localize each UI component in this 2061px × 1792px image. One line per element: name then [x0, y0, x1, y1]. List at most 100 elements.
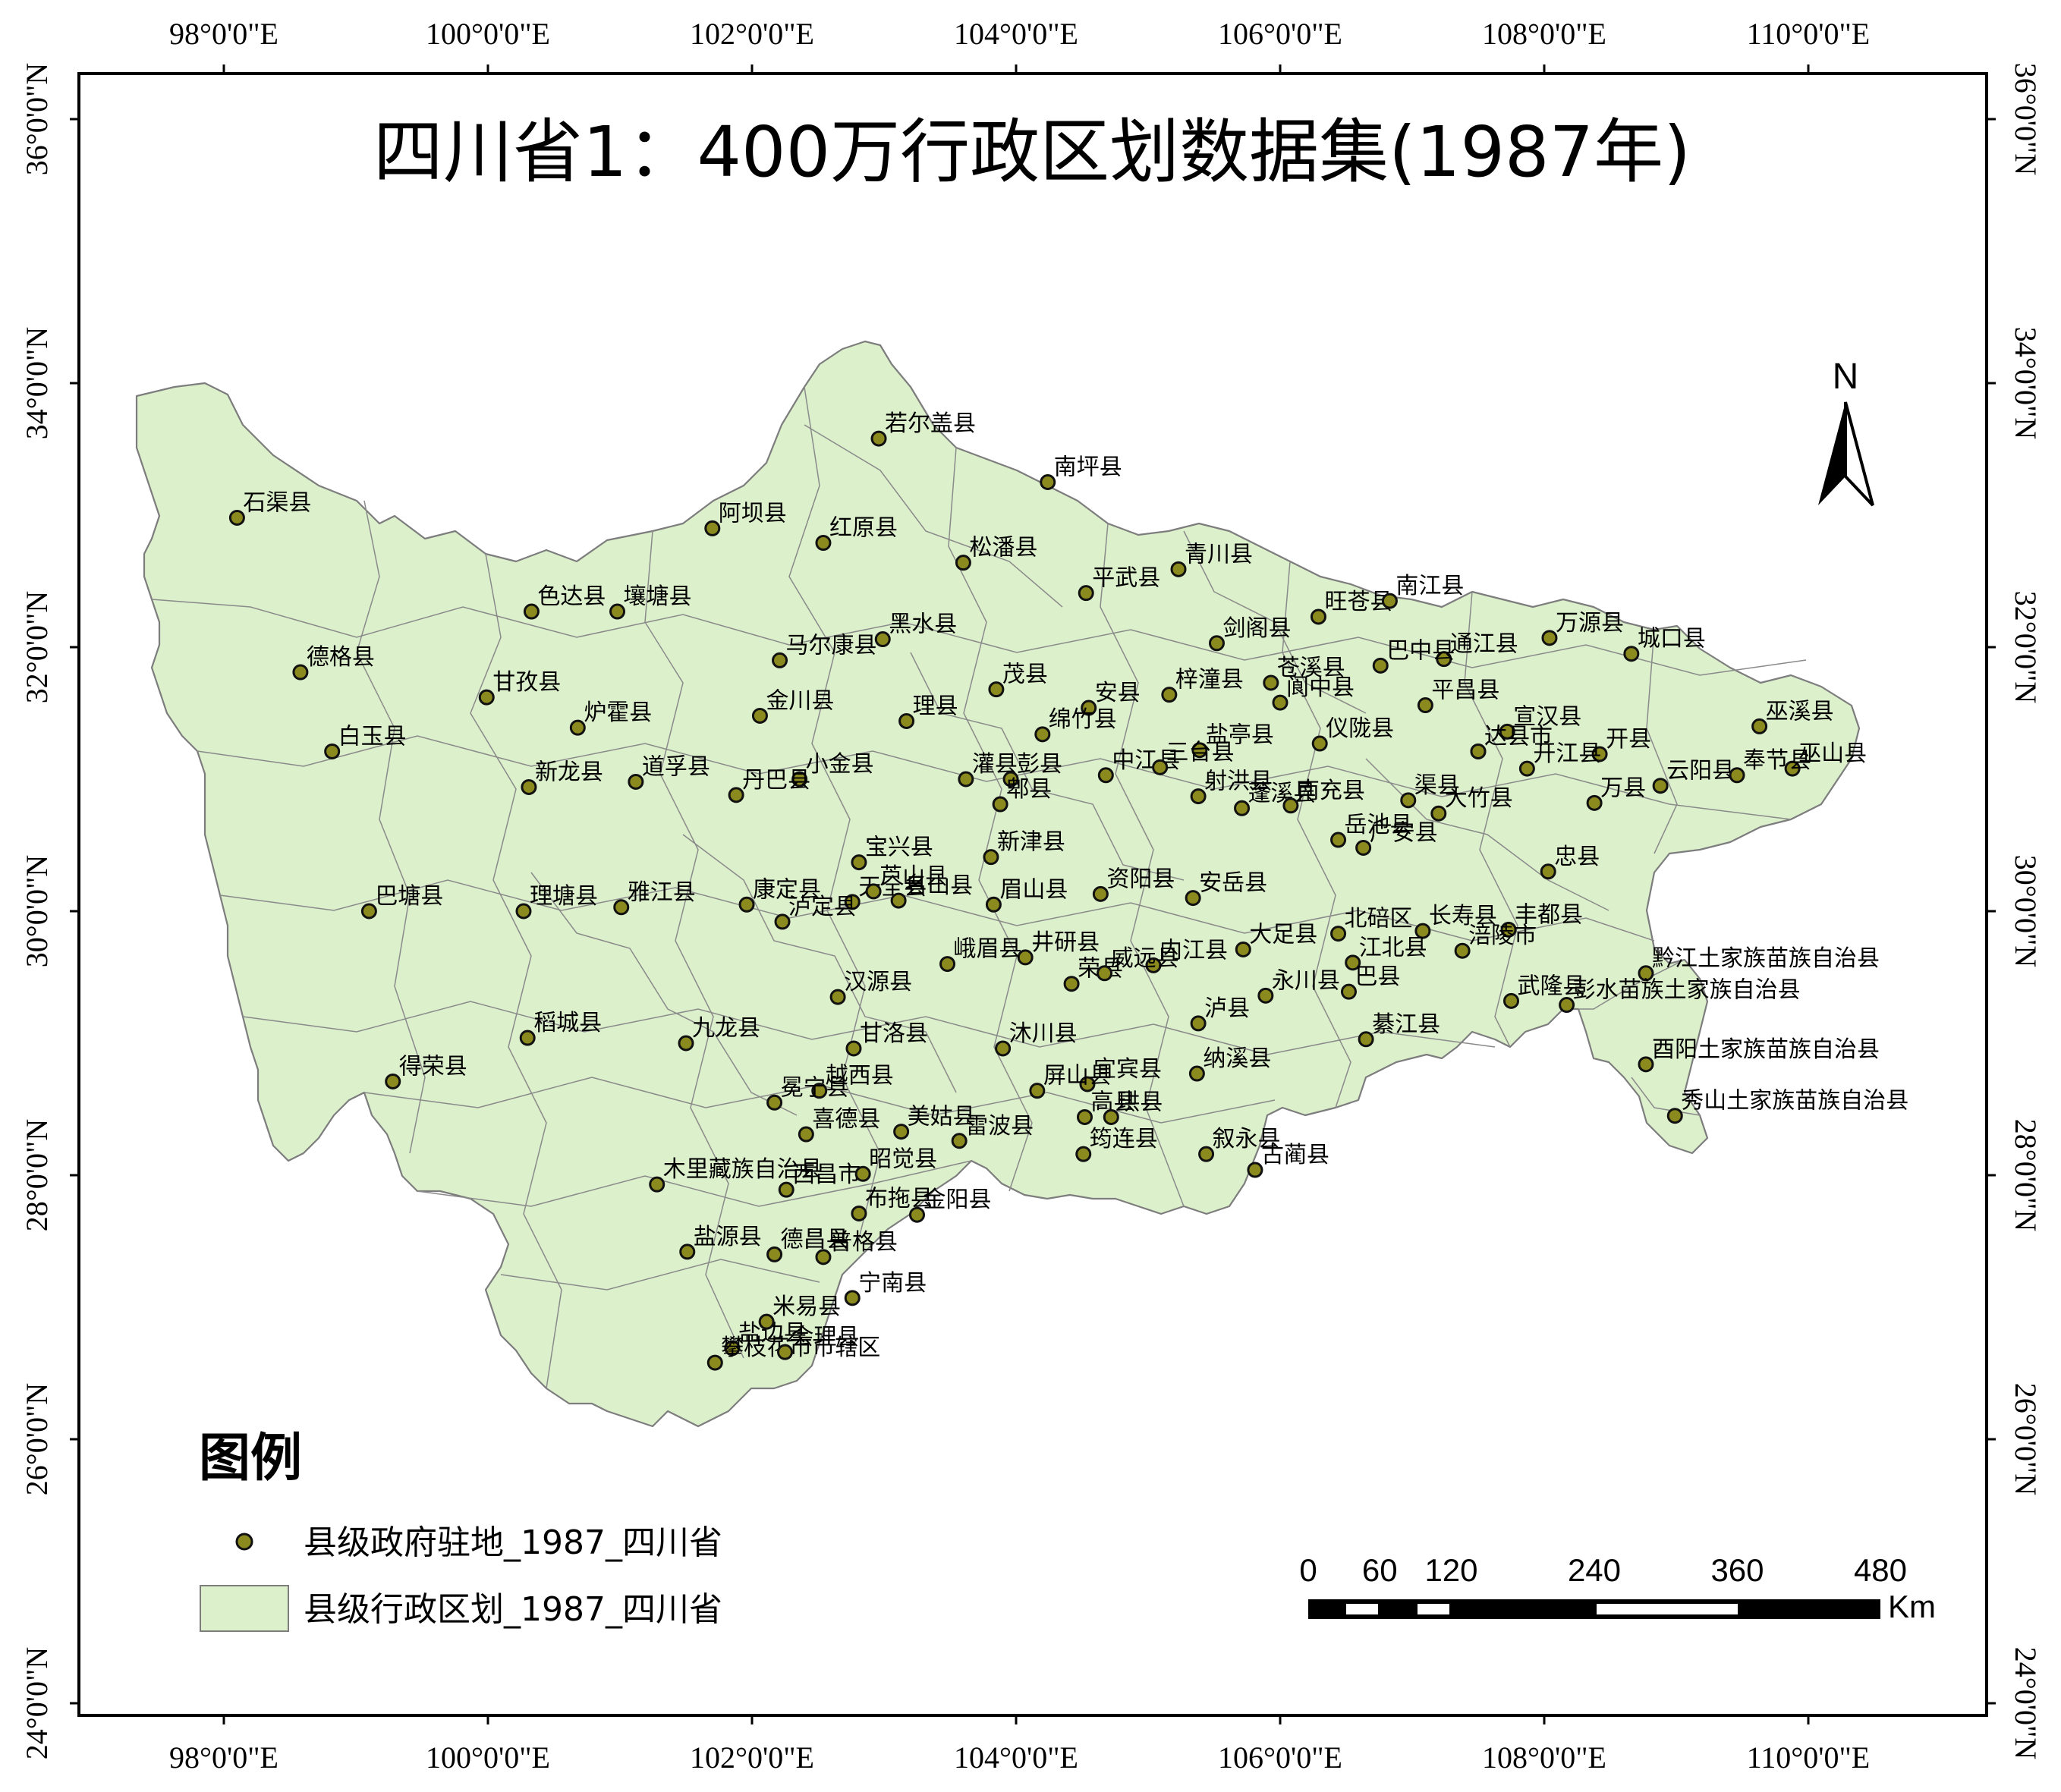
county-seat-point — [704, 520, 721, 536]
lon-label-top: 110°0'0"E — [1747, 17, 1870, 51]
county-seat-point — [1198, 1146, 1215, 1162]
lon-label-bottom: 110°0'0"E — [1747, 1740, 1870, 1775]
county-seat-label: 眉山县 — [999, 876, 1068, 903]
county-seat-point — [515, 903, 532, 920]
county-seat-point — [1161, 687, 1178, 703]
county-seat-point — [1330, 832, 1347, 848]
county-seat-point — [815, 535, 832, 552]
county-seat-point — [1400, 792, 1417, 809]
county-seat-point — [1076, 1108, 1093, 1125]
county-seat-point — [228, 509, 245, 526]
county-seat-point — [1311, 735, 1328, 752]
county-seat-point — [1666, 1108, 1683, 1124]
scale-bar-outline — [1308, 1599, 1880, 1619]
county-seat-point — [1729, 767, 1745, 784]
county-seat-point — [893, 1124, 910, 1140]
county-seat-label: 渠县 — [1414, 772, 1460, 799]
county-seat-point — [844, 1290, 861, 1306]
county-seat-label: 旺苍县 — [1324, 589, 1392, 615]
county-seat-point — [609, 603, 626, 620]
county-seat-label: 巴塘县 — [375, 883, 443, 910]
county-seat-label: 米易县 — [772, 1294, 841, 1320]
county-seat-point — [1152, 759, 1169, 775]
county-seat-point — [1190, 788, 1207, 805]
lat-label-right: 24°0'0"N — [2009, 1647, 2043, 1759]
county-seat-label: 彭县 — [1017, 751, 1062, 778]
county-seat-label: 西昌市 — [792, 1162, 861, 1188]
scale-label: 60 — [1362, 1552, 1398, 1588]
scale-label: 0 — [1299, 1552, 1317, 1588]
county-seat-label: 康定县 — [753, 876, 821, 903]
county-seat-point — [628, 773, 644, 790]
county-seat-label: 达县市 — [1484, 723, 1553, 750]
county-seat-point — [1623, 646, 1640, 662]
county-seat-point — [1638, 965, 1654, 982]
legend-title: 图例 — [199, 1429, 302, 1489]
county-seat-label: 德昌县 — [781, 1226, 849, 1253]
county-seat-point — [1040, 474, 1056, 490]
county-seat-label: 芦山县 — [879, 863, 948, 890]
county-seat-point — [1185, 890, 1201, 907]
county-seat-label: 泸县 — [1204, 995, 1250, 1022]
county-seat-point — [909, 1206, 925, 1223]
county-seat-label: 黑水县 — [889, 611, 957, 638]
county-seat-label: 宣汉县 — [1513, 703, 1581, 730]
county-seat-point — [1092, 885, 1109, 902]
lat-label-left: 30°0'0"N — [20, 855, 54, 967]
county-seat-label: 井研县 — [1031, 929, 1100, 956]
county-seat-point — [613, 899, 630, 916]
county-seat-point — [865, 883, 882, 900]
county-seat-point — [851, 1205, 867, 1221]
scale-unit: Km — [1888, 1589, 1936, 1624]
lon-label-top: 104°0'0"E — [954, 17, 1078, 51]
county-seat-point — [844, 894, 861, 910]
county-seat-point — [1503, 992, 1519, 1009]
county-seat-label: 甘洛县 — [860, 1020, 928, 1047]
county-seat-point — [1208, 635, 1225, 652]
county-seat-label: 开县 — [1606, 726, 1651, 753]
county-seat-point — [1330, 926, 1347, 942]
county-seat-point — [324, 743, 341, 759]
county-seat-point — [774, 913, 791, 930]
lat-label-right: 28°0'0"N — [2009, 1119, 2043, 1231]
legend: 图例 县级政府驻地_1987_四川省 县级行政区划_1987_四川省 — [199, 1429, 722, 1632]
county-seat-label: 稻城县 — [533, 1010, 602, 1036]
county-seat-label: 城口县 — [1638, 626, 1706, 652]
county-seat-label: 雅江县 — [628, 879, 696, 906]
county-seat-point — [815, 1249, 832, 1265]
county-seat-label: 小金县 — [806, 751, 874, 778]
lon-label-top: 100°0'0"E — [426, 17, 550, 51]
county-seat-point — [1034, 726, 1051, 743]
county-seat-label: 云阳县 — [1666, 758, 1735, 784]
county-seat-label: 石渠县 — [243, 489, 311, 516]
county-seat-label: 若尔盖县 — [885, 410, 976, 437]
county-seat-label: 筠连县 — [1090, 1126, 1158, 1152]
county-seat-label: 平武县 — [1092, 565, 1160, 592]
county-seat-label: 马尔康县 — [786, 632, 877, 659]
county-seat-label: 秀山土家族苗族自治县 — [1681, 1088, 1908, 1114]
graticule: 98°0'0"E 98°0'0"E 100°0'0"E 100°0'0"E 102°0'… — [20, 17, 2043, 1775]
lat-label-right: 34°0'0"N — [2009, 327, 2043, 439]
county-seat-point — [728, 787, 744, 803]
north-arrow-label: N — [1833, 357, 1859, 397]
county-seat-point — [292, 664, 309, 681]
county-seat-point — [1247, 1162, 1263, 1178]
county-seat-label: 酉阳土家族苗族自治县 — [1652, 1036, 1880, 1063]
county-seat-point — [1191, 742, 1208, 759]
scale-bar-segment — [1346, 1604, 1378, 1614]
county-seat-point — [1518, 760, 1535, 777]
county-seat-point — [1190, 1015, 1207, 1032]
county-seat-label: 南坪县 — [1054, 454, 1122, 481]
county-seat-point — [777, 1344, 793, 1360]
county-seat-label: 木里藏族自治县 — [663, 1156, 823, 1183]
county-seat-point — [778, 1181, 795, 1198]
county-seat-point — [1784, 760, 1801, 777]
county-seat-point — [1381, 593, 1398, 609]
county-seat-point — [995, 1040, 1012, 1057]
county-seat-label: 丰都县 — [1515, 901, 1583, 928]
county-seat-point — [751, 707, 768, 724]
scale-label: 480 — [1854, 1552, 1907, 1588]
county-seat-label: 巫溪县 — [1766, 698, 1834, 725]
county-seat-label: 威远县 — [1111, 945, 1179, 972]
county-seat-point — [1652, 778, 1669, 794]
